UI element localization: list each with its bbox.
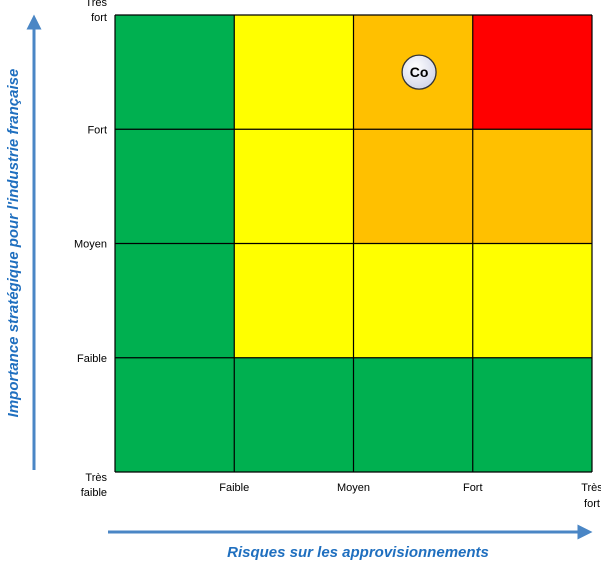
matrix-cell-r1-c3 [472,129,592,244]
matrix-cell-r1-c0 [115,129,235,244]
element-bubble-label: Co [410,64,429,80]
element-bubbles: Co [401,54,437,90]
axis-arrows: Importance stratégique pour l'industrie … [5,14,593,561]
matrix-cell-r2-c0 [115,243,235,358]
y-tick-label: Faible [77,353,107,365]
matrix-cells [115,15,592,472]
matrix-cell-r2-c2 [353,243,473,358]
matrix-cell-r3-c0 [115,357,235,472]
y-tick-label: Très fort [85,0,107,24]
element-bubble: Co [401,54,437,90]
matrix-cell-r2-c3 [472,243,592,358]
x-tick-label: Moyen [337,482,370,494]
x-tick-label: Fort [463,482,483,494]
matrix-cell-r1-c1 [234,129,354,244]
matrix-cell-r2-c1 [234,243,354,358]
y-tick-label: Très faible [81,472,108,499]
matrix-cell-r3-c3 [472,357,592,472]
x-axis-title: Risques sur les approvisionnements [227,544,489,561]
y-tick-label: Fort [87,124,107,136]
matrix-cell-r1-c2 [353,129,473,244]
matrix-gridlines [114,14,593,473]
y-axis-title: Importance stratégique pour l'industrie … [5,69,22,418]
matrix-cell-r0-c1 [234,15,354,130]
matrix-cell-r0-c3 [472,15,592,130]
x-tick-label: Faible [219,482,249,494]
matrix-cell-r3-c1 [234,357,354,472]
y-tick-label: Moyen [74,239,107,251]
element-bubble-circle [401,54,437,90]
matrix-cell-r0-c0 [115,15,235,130]
tick-labels: Très faible Faible Moyen Fort Très fort Faible M… [74,0,601,510]
matrix-cell-r3-c2 [353,357,473,472]
x-tick-label: Très fort [581,482,601,510]
